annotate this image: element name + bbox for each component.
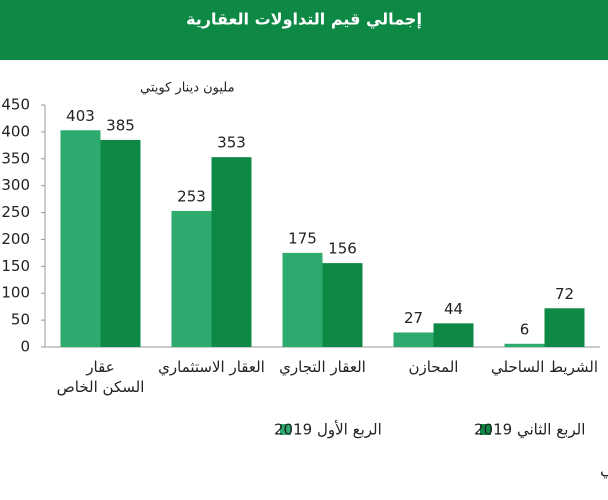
bar <box>433 323 474 347</box>
value-label: 72 <box>555 285 574 303</box>
y-tick-label: 300 <box>1 176 30 194</box>
y-axis-label: مليون دينار كويتي <box>140 81 235 96</box>
y-tick-label: 200 <box>1 230 30 248</box>
bar <box>322 263 363 347</box>
value-label: 253 <box>177 187 206 205</box>
value-label: 27 <box>404 309 423 327</box>
bar <box>282 252 323 347</box>
bar <box>60 130 101 347</box>
x-tick-label: العقار التجاري <box>279 358 366 377</box>
legend-swatch <box>480 424 491 435</box>
bar <box>100 139 141 347</box>
value-label: 6 <box>520 320 530 338</box>
value-label: 403 <box>66 107 95 125</box>
bar <box>171 210 212 347</box>
y-tick-label: 250 <box>1 203 30 221</box>
value-label: 353 <box>217 134 246 152</box>
x-tick-label: المحازن <box>409 358 459 376</box>
y-tick-label: 50 <box>11 311 30 329</box>
y-tick-label: 400 <box>1 122 30 140</box>
y-tick-label: 0 <box>20 338 30 356</box>
bar <box>393 332 434 347</box>
source-note: المصدر : وزارة العدل– بيت التمويل الكويت… <box>600 460 608 480</box>
bar <box>504 343 545 347</box>
bar <box>211 157 252 347</box>
value-label: 385 <box>106 116 135 134</box>
bar <box>544 308 585 347</box>
legend-swatch <box>280 424 291 435</box>
legend-label: الربع الأول 2019 <box>274 420 382 439</box>
header-band <box>0 0 608 60</box>
x-tick-label: عقار السكن الخاص <box>57 358 145 396</box>
y-tick-label: 100 <box>1 284 30 302</box>
x-tick-label: الشريط الساحلي <box>491 358 598 377</box>
y-tick-label: 450 <box>1 96 30 114</box>
y-tick-label: 350 <box>1 149 30 167</box>
legend-label: الربع الثاني 2019 <box>474 421 585 440</box>
x-tick-label: العقار الاستثماري <box>158 358 265 377</box>
value-label: 175 <box>288 229 317 247</box>
chart-title: إجمالي قيم التداولات العقارية <box>186 10 422 30</box>
value-label: 44 <box>444 300 463 318</box>
value-label: 156 <box>328 240 357 258</box>
y-tick-label: 150 <box>1 257 30 275</box>
